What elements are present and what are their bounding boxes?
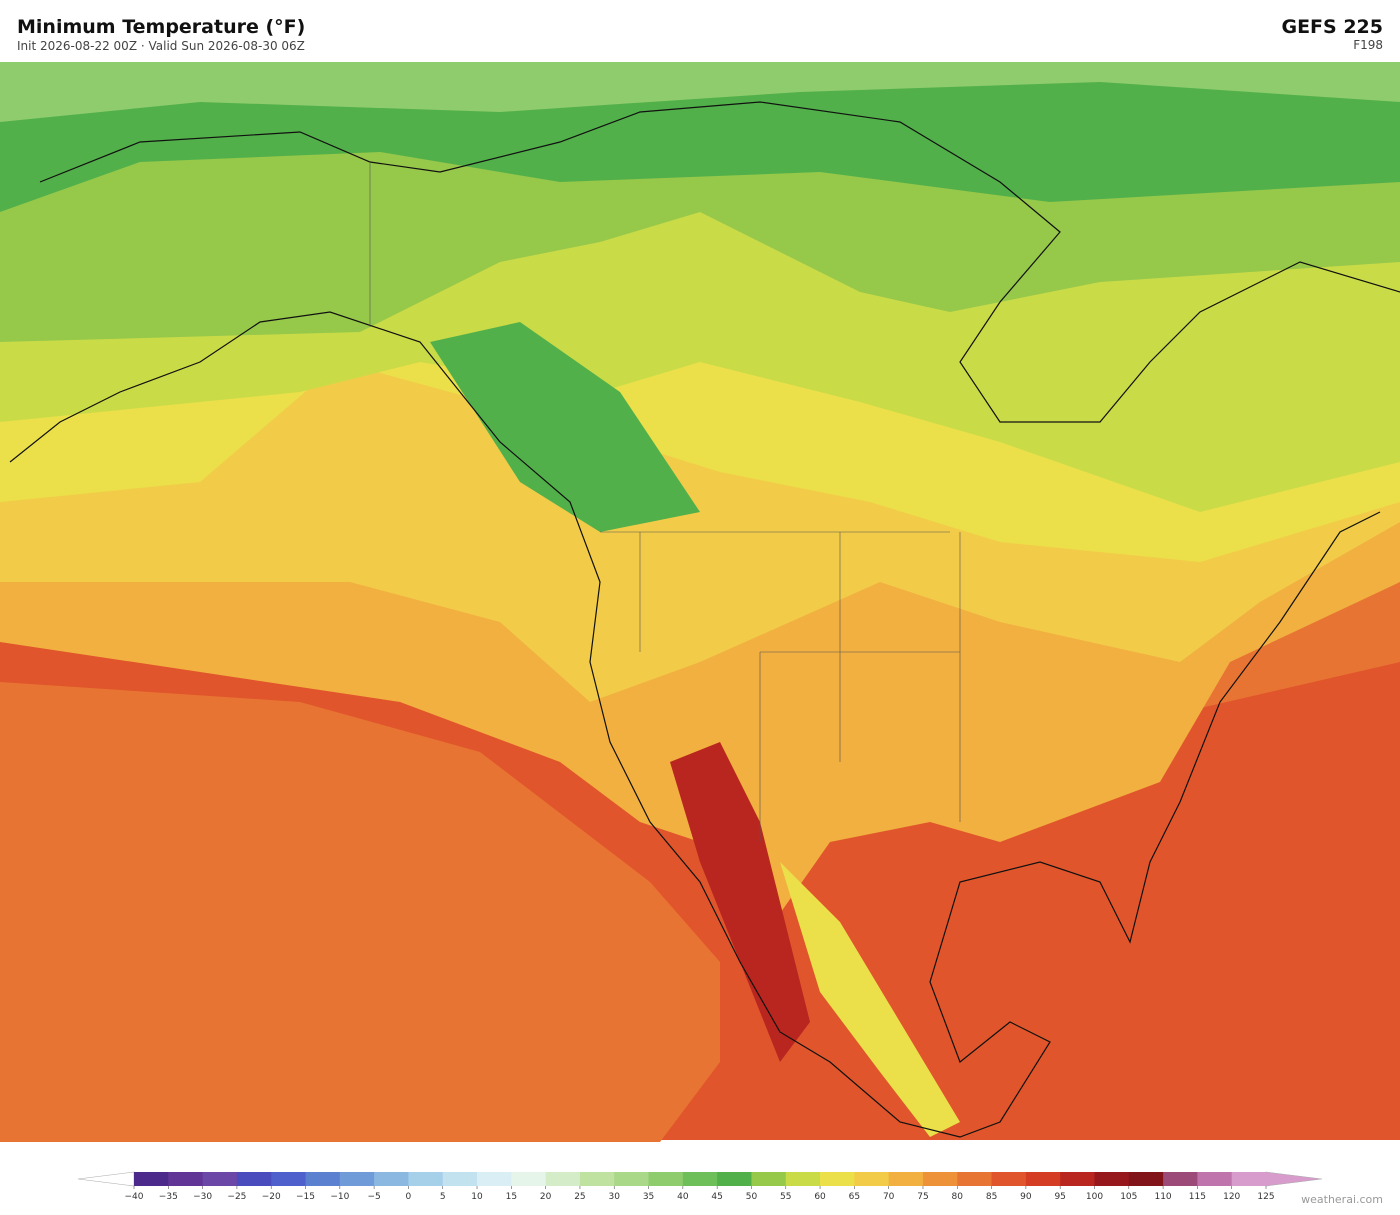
colorbar-segment [1231, 1172, 1267, 1186]
colorbar-segment [511, 1172, 547, 1186]
colorbar-segment [888, 1172, 924, 1186]
colorbar-segment [1197, 1172, 1233, 1186]
colorbar-label: −10 [330, 1192, 349, 1202]
colorbar-segment [922, 1172, 958, 1186]
title: Minimum Temperature (°F) [17, 16, 306, 38]
colorbar-label: 25 [574, 1192, 585, 1202]
colorbar-segment [1025, 1172, 1061, 1186]
colorbar-segment [271, 1172, 307, 1186]
colorbar-segment [1163, 1172, 1198, 1186]
colorbar-label: 55 [780, 1192, 791, 1202]
colorbar-segment [442, 1172, 478, 1186]
colorbar-label: 70 [883, 1192, 895, 1202]
colorbar-segment [339, 1172, 375, 1186]
colorbar-label: 35 [643, 1192, 654, 1202]
colorbar-segment [957, 1172, 993, 1186]
colorbar-label: 100 [1086, 1192, 1103, 1202]
colorbar-label: 45 [711, 1192, 722, 1202]
colorbar-segment [614, 1172, 650, 1186]
colorbar-label: 10 [471, 1192, 483, 1202]
colorbar: −40 −35 −30 −25 −20 −15 −10 −5 0 5 10 15 20 25 30 35 40 4… [77, 1171, 1323, 1202]
colorbar-label: 75 [917, 1192, 928, 1202]
colorbar-segment [1128, 1172, 1164, 1186]
colorbar-segment [408, 1172, 444, 1186]
colorbar-label: 80 [952, 1192, 964, 1202]
colorbar-segment [374, 1172, 409, 1186]
colorbar-label: −5 [367, 1192, 380, 1202]
colorbar-segment [236, 1172, 272, 1186]
colorbar-label: −15 [296, 1192, 315, 1202]
colorbar-label: 20 [540, 1192, 552, 1202]
colorbar-end [1265, 1171, 1323, 1187]
colorbar-label: 40 [677, 1192, 689, 1202]
colorbar-segment [854, 1172, 890, 1186]
colorbar-label: 30 [609, 1192, 621, 1202]
colorbar-segment [545, 1172, 581, 1186]
colorbar-label: −40 [125, 1192, 144, 1202]
colorbar-segment [751, 1172, 787, 1186]
colorbar-label: 85 [986, 1192, 997, 1202]
colorbar-label: 0 [406, 1192, 412, 1202]
colorbar-end [77, 1171, 135, 1187]
colorbar-label: −30 [193, 1192, 212, 1202]
colorbar-label: 125 [1257, 1192, 1274, 1202]
watermark: weatherai.com [1301, 1193, 1383, 1206]
colorbar-label: 120 [1223, 1192, 1240, 1202]
forecast-hour: F198 [1353, 38, 1383, 52]
colorbar-segment [717, 1172, 752, 1186]
colorbar-segment [648, 1172, 684, 1186]
colorbar-label: 5 [440, 1192, 446, 1202]
map [0, 62, 1400, 1142]
colorbar-label: 110 [1154, 1192, 1171, 1202]
colorbar-segment [1094, 1172, 1130, 1186]
colorbar-label: −20 [262, 1192, 281, 1202]
colorbar-label: 60 [814, 1192, 826, 1202]
colorbar-segment [305, 1172, 341, 1186]
colorbar-label: 15 [506, 1192, 517, 1202]
colorbar-label: 105 [1120, 1192, 1137, 1202]
model: GEFS 225 [1281, 16, 1383, 38]
colorbar-segment [134, 1172, 169, 1186]
colorbar-label: −35 [159, 1192, 178, 1202]
colorbar-label: 50 [746, 1192, 758, 1202]
colorbar-segment [785, 1172, 821, 1186]
colorbar-label: 95 [1054, 1192, 1065, 1202]
colorbar-segment [1060, 1172, 1095, 1186]
colorbar-label: −25 [227, 1192, 246, 1202]
colorbar-segment [820, 1172, 855, 1186]
colorbar-segment [202, 1172, 238, 1186]
colorbar-segment [168, 1172, 204, 1186]
colorbar-segment [579, 1172, 615, 1186]
colorbar-segment [477, 1172, 512, 1186]
colorbar-segment [991, 1172, 1027, 1186]
colorbar-segment [682, 1172, 718, 1186]
subtitle: Init 2026-08-22 00Z · Valid Sun 2026-08-… [17, 39, 305, 53]
colorbar-label: 90 [1020, 1192, 1032, 1202]
colorbar-label: 115 [1189, 1192, 1206, 1202]
colorbar-label: 65 [849, 1192, 860, 1202]
